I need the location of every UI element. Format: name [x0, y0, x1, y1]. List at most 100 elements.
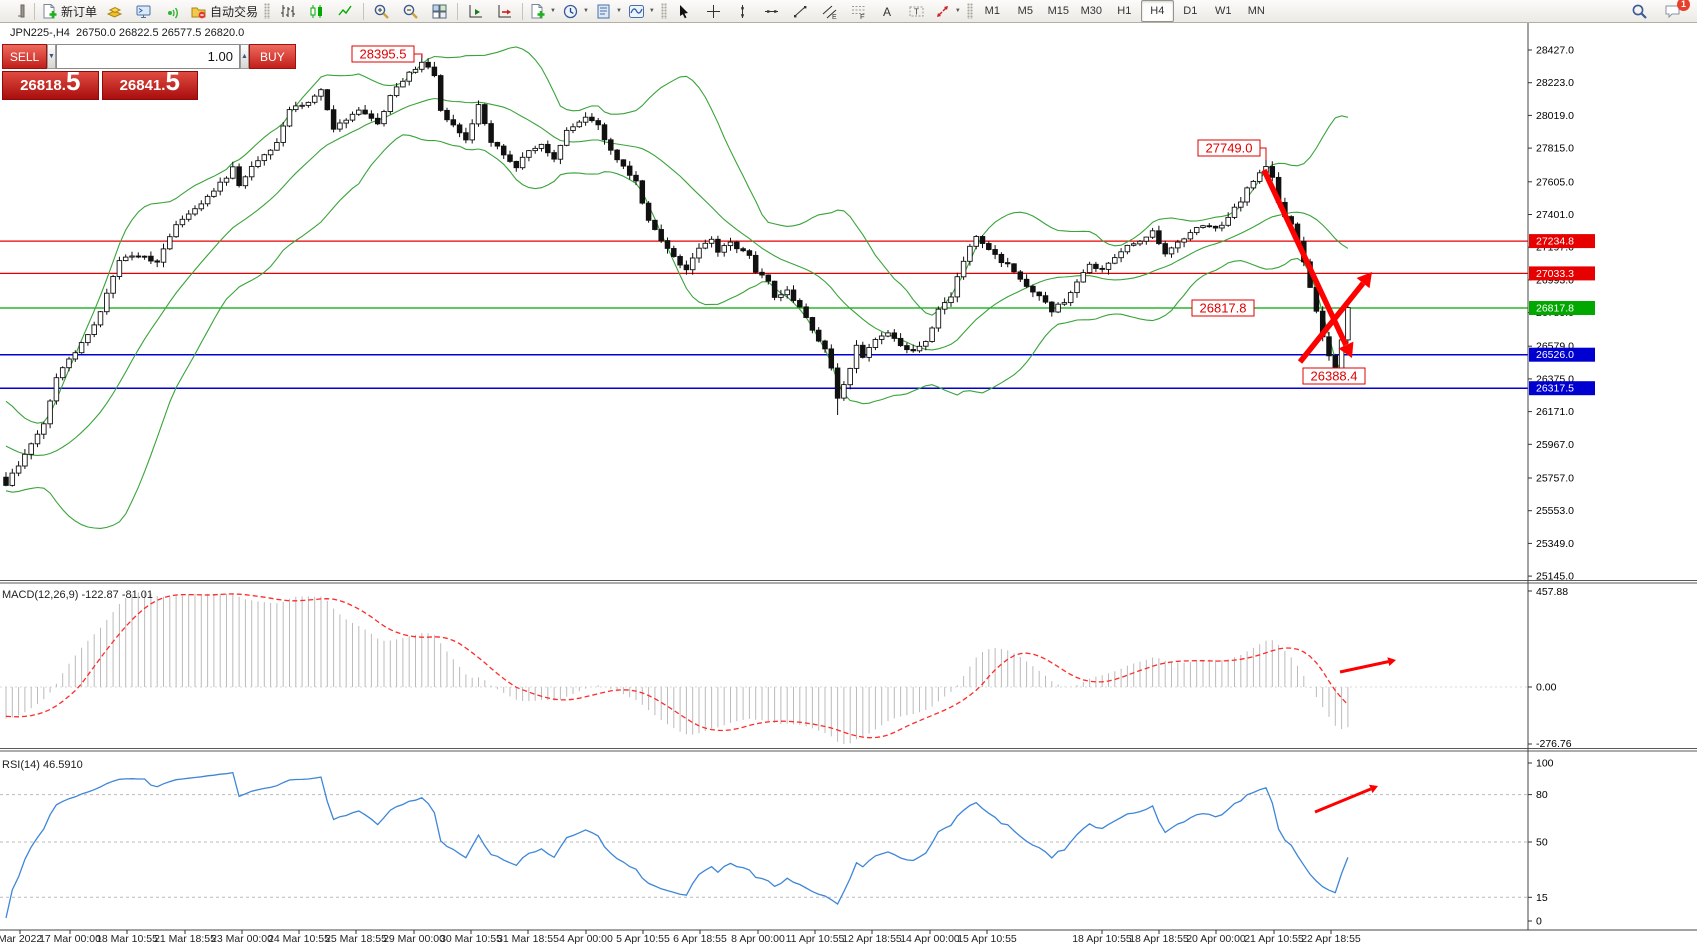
- equidistant-channel-icon: E: [821, 3, 838, 20]
- svg-text:0.00: 0.00: [1536, 682, 1557, 694]
- price-callouts[interactable]: 28395.5 27749.0 26817.8 26388.4: [351, 45, 1366, 385]
- arrows-button[interactable]: ▼: [931, 0, 964, 22]
- auto-trading-icon: [190, 3, 207, 20]
- tile-windows-icon: [431, 3, 448, 20]
- price-callout: 28395.5: [351, 45, 415, 63]
- profiles-button[interactable]: ▼: [592, 0, 625, 22]
- signal-button[interactable]: [158, 0, 187, 22]
- price-level-badges: 27234.8 27033.3 26817.8 26526.0 26317.5: [1529, 234, 1595, 396]
- terminal-button[interactable]: [129, 0, 158, 22]
- text-icon: A: [879, 3, 896, 20]
- horizontal-line-button[interactable]: [757, 0, 786, 22]
- volume-decrease-stepper[interactable]: ▼: [47, 44, 56, 69]
- sell-price-fraction: 5: [65, 66, 81, 97]
- bollinger-lower: [5, 134, 1349, 529]
- volume-input[interactable]: [55, 44, 240, 69]
- svg-text:26526.0: 26526.0: [1536, 349, 1574, 361]
- svg-text:24 Mar 10:55: 24 Mar 10:55: [268, 933, 330, 945]
- notification-badge: 1: [1677, 0, 1690, 11]
- chart-bars-button[interactable]: [273, 0, 302, 22]
- search-icon: [1631, 3, 1648, 20]
- auto-scroll-button[interactable]: [461, 0, 490, 22]
- chart-candles-icon: [308, 3, 325, 20]
- trend-arrows[interactable]: [1261, 168, 1396, 814]
- svg-text:80: 80: [1536, 789, 1548, 801]
- svg-text:25145.0: 25145.0: [1536, 571, 1574, 583]
- equidistant-channel-button[interactable]: E: [815, 0, 844, 22]
- svg-text:25553.0: 25553.0: [1536, 505, 1574, 517]
- bollinger-middle: [5, 97, 1349, 456]
- auto-trading-button[interactable]: 自动交易: [187, 0, 261, 22]
- buy-price-display[interactable]: 26841. 5: [101, 66, 198, 100]
- zoom-in-button[interactable]: [367, 0, 396, 22]
- chart-template-button[interactable]: ▼: [625, 0, 658, 22]
- macd-axis-labels: 457.88 0.00 -276.76: [1528, 586, 1572, 750]
- svg-text:25967.0: 25967.0: [1536, 439, 1574, 451]
- timeframe-M15[interactable]: M15: [1047, 5, 1069, 17]
- add-chart-button[interactable]: ▼: [526, 0, 559, 22]
- sell-price-display[interactable]: 26818. 5: [2, 66, 99, 100]
- search-button[interactable]: [1625, 0, 1654, 22]
- svg-text:T: T: [914, 7, 919, 16]
- svg-text:4 Apr 00:00: 4 Apr 00:00: [559, 933, 613, 945]
- svg-text:11 Apr 10:55: 11 Apr 10:55: [786, 933, 845, 945]
- panel-separators[interactable]: [0, 580, 1697, 931]
- trendline-button[interactable]: [786, 0, 815, 22]
- text-label-button[interactable]: T: [902, 0, 931, 22]
- chart-area[interactable]: 28427.0 28223.0 28019.0 27815.0 27605.0 27401…: [0, 23, 1697, 946]
- buy-button[interactable]: BUY: [248, 44, 296, 69]
- timeframe-H1[interactable]: H1: [1117, 5, 1132, 17]
- toolbar-grip[interactable]: [966, 3, 973, 19]
- price-level-lines[interactable]: [0, 240, 1528, 389]
- toolbar-grip[interactable]: [660, 3, 667, 19]
- timeframe-W1[interactable]: W1: [1215, 5, 1232, 17]
- svg-text:27234.8: 27234.8: [1536, 236, 1574, 248]
- chevron-down-icon: ▼: [582, 8, 589, 14]
- cursor-button[interactable]: [670, 0, 699, 22]
- zoom-out-button[interactable]: [396, 0, 425, 22]
- vertical-line-button[interactable]: [728, 0, 757, 22]
- svg-text:30 Mar 10:55: 30 Mar 10:55: [440, 933, 502, 945]
- periods-clock-button[interactable]: ▼: [559, 0, 592, 22]
- timeframe-M30[interactable]: M30: [1080, 5, 1102, 17]
- chevron-down-icon: ▼: [550, 8, 556, 14]
- chart-candles-button[interactable]: [302, 0, 331, 22]
- timeframe-M1[interactable]: M1: [984, 5, 1000, 17]
- chart-shift-icon: [496, 3, 513, 20]
- chart-shift-button[interactable]: [490, 0, 519, 22]
- sell-button[interactable]: SELL: [2, 44, 47, 69]
- chart-line-button[interactable]: [331, 0, 360, 22]
- text-label-icon: T: [908, 3, 925, 20]
- svg-text:0: 0: [1536, 916, 1542, 928]
- toolbar-partial-button[interactable]: [2, 0, 31, 22]
- quotes-button[interactable]: [100, 0, 129, 22]
- svg-text:28223.0: 28223.0: [1536, 77, 1574, 89]
- chart-canvas[interactable]: 28427.0 28223.0 28019.0 27815.0 27605.0 27401…: [0, 23, 1697, 946]
- zoom-out-icon: [402, 3, 419, 20]
- buy-price-fraction: 5: [165, 66, 180, 97]
- timeframe-H4[interactable]: H4: [1140, 0, 1174, 22]
- signal-icon: [164, 3, 181, 20]
- toolbar-grip[interactable]: [264, 3, 271, 19]
- svg-text:27815.0: 27815.0: [1536, 143, 1574, 155]
- svg-text:5 Apr 10:55: 5 Apr 10:55: [616, 933, 670, 945]
- svg-text:8 Apr 00:00: 8 Apr 00:00: [731, 933, 785, 945]
- toolbar-separator: [363, 2, 365, 20]
- svg-text:26171.0: 26171.0: [1536, 406, 1574, 418]
- text-button[interactable]: A: [873, 0, 902, 22]
- new-order-button[interactable]: 新订单: [38, 0, 100, 22]
- arrows-icon: [934, 3, 951, 20]
- timeframe-D1[interactable]: D1: [1183, 5, 1198, 17]
- svg-text:Mar 2022: Mar 2022: [0, 933, 42, 945]
- svg-text:28395.5: 28395.5: [360, 47, 407, 62]
- price-callout: 27749.0: [1197, 139, 1261, 157]
- volume-increase-stepper[interactable]: ▲: [239, 44, 249, 69]
- fibonacci-button[interactable]: F: [844, 0, 873, 22]
- svg-text:18 Apr 10:55: 18 Apr 10:55: [1072, 933, 1132, 945]
- timeframe-MN[interactable]: MN: [1247, 5, 1265, 17]
- crosshair-button[interactable]: [699, 0, 728, 22]
- tile-windows-button[interactable]: [425, 0, 454, 22]
- chat-button[interactable]: 1: [1658, 0, 1690, 22]
- timeframe-M5[interactable]: M5: [1017, 5, 1033, 17]
- svg-text:21 Apr 10:55: 21 Apr 10:55: [1244, 933, 1304, 945]
